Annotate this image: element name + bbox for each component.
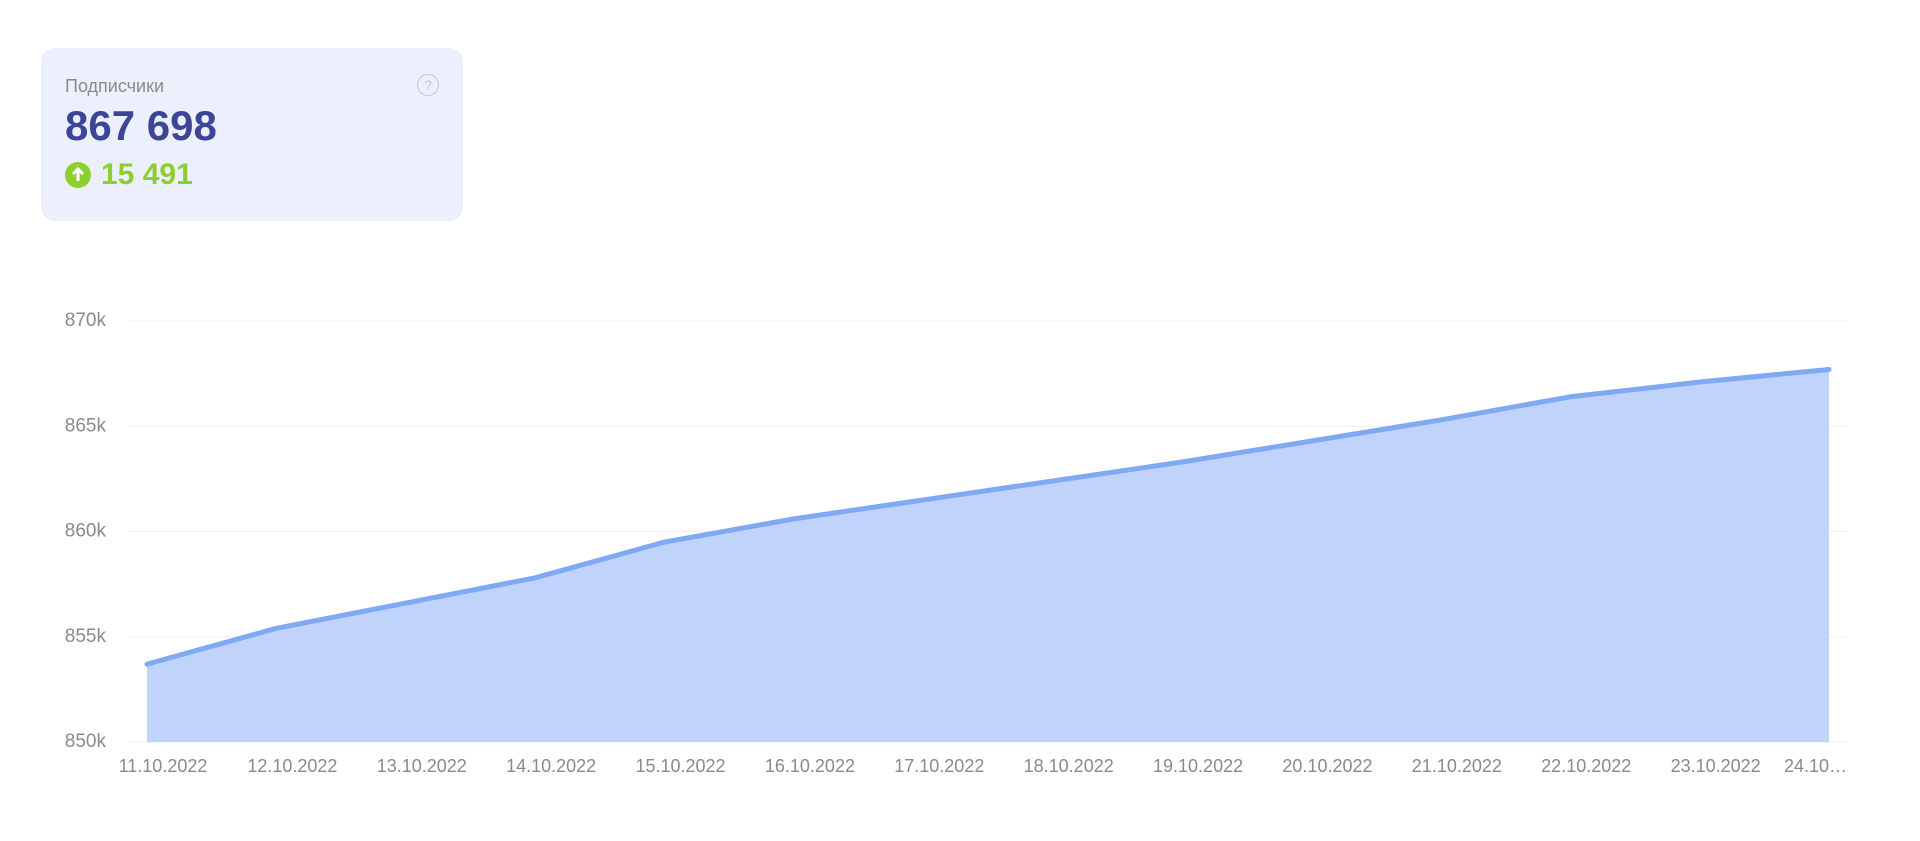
- area-line: [144, 366, 1832, 667]
- x-tick-label: 18.10.2022: [1024, 756, 1114, 776]
- x-tick-label: 20.10.2022: [1282, 756, 1372, 776]
- y-tick-label: 850k: [65, 731, 107, 752]
- help-icon[interactable]: ?: [417, 74, 439, 96]
- x-tick-label: 21.10.2022: [1412, 756, 1502, 776]
- x-tick-label: 24.10…: [1784, 756, 1847, 776]
- area-fill: [147, 369, 1829, 742]
- y-tick-label: 860k: [65, 521, 107, 542]
- y-tick-label: 865k: [65, 415, 107, 436]
- x-tick-label: 22.10.2022: [1541, 756, 1631, 776]
- x-tick-label: 14.10.2022: [506, 756, 596, 776]
- x-tick-label: 16.10.2022: [765, 756, 855, 776]
- x-tick-label: 13.10.2022: [377, 756, 467, 776]
- x-tick-label: 19.10.2022: [1153, 756, 1243, 776]
- y-tick-label: 870k: [65, 310, 107, 331]
- up-icon: [65, 162, 91, 188]
- stat-card: Подписчики ? 867 698 15 491: [41, 48, 463, 221]
- y-tick-label: 855k: [65, 626, 107, 647]
- x-tick-label: 23.10.2022: [1671, 756, 1761, 776]
- card-label: Подписчики: [65, 76, 165, 96]
- card-total: 867 698: [65, 102, 217, 149]
- x-tick-label: 15.10.2022: [635, 756, 725, 776]
- x-tick-label: 17.10.2022: [894, 756, 984, 776]
- x-tick-label: 11.10.2022: [119, 756, 208, 776]
- card-change: 15 491: [65, 158, 193, 192]
- change-value: 15 491: [101, 158, 193, 191]
- x-tick-label: 12.10.2022: [247, 756, 337, 776]
